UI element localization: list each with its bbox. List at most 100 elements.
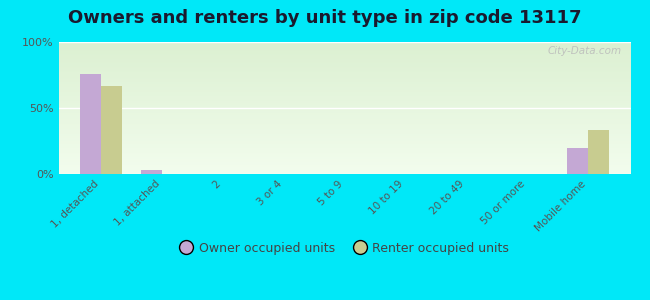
Bar: [58, 91, 630, 92]
Bar: [58, 71, 630, 72]
Bar: [58, 122, 630, 124]
Bar: [58, 50, 630, 51]
Bar: [58, 171, 630, 173]
Legend: Owner occupied units, Renter occupied units: Owner occupied units, Renter occupied un…: [175, 237, 514, 260]
Bar: [58, 52, 630, 54]
Text: Owners and renters by unit type in zip code 13117: Owners and renters by unit type in zip c…: [68, 9, 582, 27]
Bar: [58, 107, 630, 108]
Bar: [58, 132, 630, 133]
Bar: [58, 137, 630, 138]
Bar: [58, 162, 630, 164]
Bar: [58, 45, 630, 46]
Bar: [58, 56, 630, 58]
Bar: [58, 152, 630, 153]
Bar: [58, 55, 630, 56]
Bar: [58, 167, 630, 169]
Bar: [58, 46, 630, 47]
Bar: [58, 141, 630, 142]
Bar: [58, 120, 630, 121]
Bar: [58, 98, 630, 99]
Bar: [58, 154, 630, 155]
Text: City-Data.com: City-Data.com: [548, 46, 622, 56]
Bar: [58, 87, 630, 88]
Bar: [58, 158, 630, 160]
Bar: [58, 94, 630, 95]
Bar: [58, 146, 630, 148]
Bar: [58, 88, 630, 89]
Bar: [567, 148, 588, 174]
Bar: [58, 134, 630, 136]
Bar: [58, 136, 630, 137]
Bar: [58, 108, 630, 109]
Bar: [58, 43, 630, 45]
Bar: [58, 144, 630, 145]
Bar: [58, 59, 630, 61]
Bar: [58, 105, 630, 107]
Bar: [58, 113, 630, 115]
Bar: [58, 153, 630, 154]
Bar: [140, 170, 162, 174]
Bar: [58, 127, 630, 128]
Bar: [58, 68, 630, 70]
Bar: [80, 74, 101, 174]
Bar: [58, 155, 630, 157]
Bar: [58, 111, 630, 112]
Bar: [58, 51, 630, 52]
Bar: [58, 150, 630, 152]
Bar: [58, 78, 630, 79]
Bar: [58, 170, 630, 171]
Bar: [58, 115, 630, 116]
Bar: [58, 112, 630, 113]
Bar: [58, 100, 630, 101]
Bar: [58, 109, 630, 111]
Bar: [58, 70, 630, 71]
Bar: [58, 54, 630, 55]
Bar: [58, 76, 630, 78]
Bar: [58, 160, 630, 161]
Bar: [58, 72, 630, 74]
Bar: [58, 117, 630, 119]
Bar: [58, 116, 630, 117]
Bar: [58, 103, 630, 104]
Bar: [58, 118, 630, 120]
Bar: [58, 61, 630, 62]
Bar: [58, 164, 630, 165]
Bar: [58, 99, 630, 100]
Bar: [58, 166, 630, 167]
Bar: [58, 89, 630, 91]
Bar: [58, 169, 630, 170]
Bar: [58, 83, 630, 84]
Bar: [58, 121, 630, 122]
Bar: [58, 92, 630, 94]
Bar: [58, 66, 630, 67]
Bar: [58, 130, 630, 132]
Bar: [58, 96, 630, 98]
Bar: [58, 142, 630, 144]
Bar: [588, 130, 609, 174]
Bar: [58, 165, 630, 166]
Bar: [58, 125, 630, 127]
Bar: [58, 47, 630, 49]
Bar: [58, 85, 630, 87]
Bar: [58, 128, 630, 129]
Bar: [58, 148, 630, 149]
Bar: [58, 62, 630, 63]
Bar: [101, 85, 122, 174]
Bar: [58, 145, 630, 146]
Bar: [58, 58, 630, 59]
Bar: [58, 80, 630, 82]
Bar: [58, 149, 630, 150]
Bar: [58, 95, 630, 96]
Bar: [58, 63, 630, 64]
Bar: [58, 42, 630, 43]
Bar: [58, 79, 630, 80]
Bar: [58, 104, 630, 105]
Bar: [58, 49, 630, 50]
Bar: [58, 84, 630, 86]
Bar: [58, 157, 630, 158]
Bar: [58, 140, 630, 141]
Bar: [58, 67, 630, 68]
Bar: [58, 161, 630, 162]
Bar: [58, 129, 630, 130]
Bar: [58, 138, 630, 140]
